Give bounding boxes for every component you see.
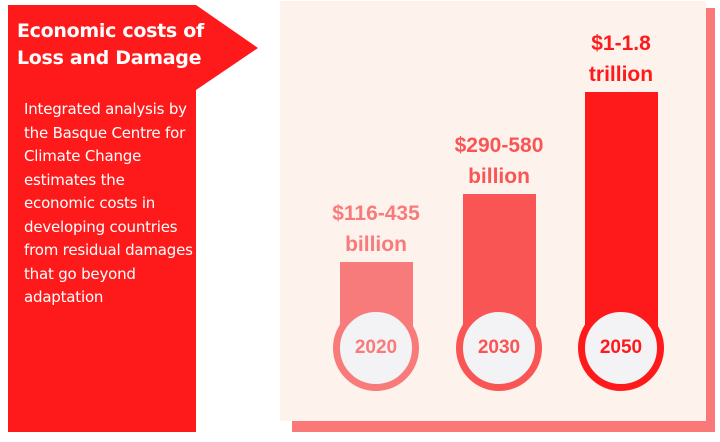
title-line-1: Economic costs of — [17, 20, 204, 42]
red-arrow-banner — [8, 5, 258, 432]
card-shadow-right — [706, 8, 715, 432]
year-badge-2030: 2030 — [456, 305, 542, 391]
data-label-amount: $1-1.8 — [591, 32, 651, 55]
data-label-unit: trillion — [588, 63, 654, 86]
title-line-2: Loss and Damage — [17, 47, 202, 69]
data-label-amount: $290-580 — [454, 134, 544, 157]
data-label-2050: $1-1.8 trillion — [541, 28, 701, 90]
data-label-2020: $116-435 billion — [296, 198, 456, 260]
year-badge-2020: 2020 — [333, 305, 419, 391]
description-panel: Economic costs of Loss and Damage Integr… — [0, 0, 270, 442]
year-badge-2050: 2050 — [578, 305, 664, 391]
panel-description: Integrated analysis by the Basque Centre… — [24, 100, 193, 306]
panel-title: Economic costs of Loss and Damage — [17, 18, 204, 72]
data-label-unit: billion — [345, 233, 407, 256]
data-label-amount: $116-435 — [332, 202, 420, 225]
data-label-unit: billion — [468, 165, 530, 188]
card-shadow-bottom — [292, 421, 715, 432]
data-label-2030: $290-580 billion — [419, 130, 579, 192]
